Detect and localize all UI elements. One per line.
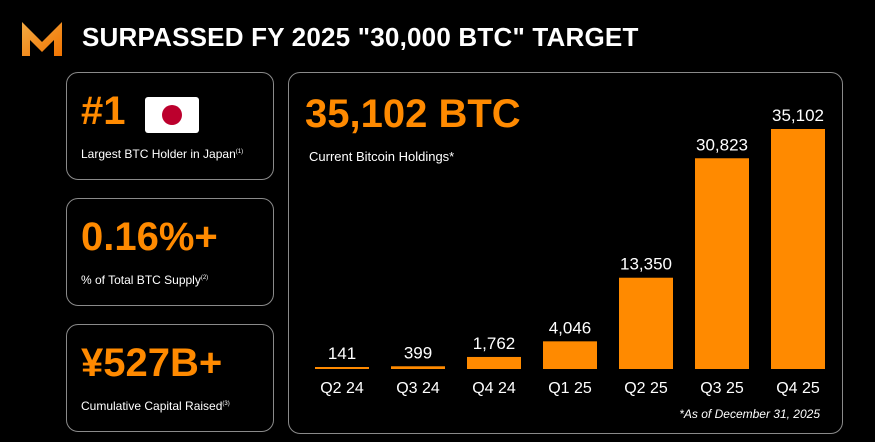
stat-card-capital-raised: ¥527B+ Cumulative Capital Raised(3): [66, 324, 274, 432]
x-tick-label: Q3 24: [396, 380, 440, 397]
holdings-bar-chart: 141 Q2 24 399 Q3 24 1,762 Q4 24 4,046 Q1 25 13,3…: [315, 106, 825, 397]
stat-value: #1: [81, 89, 126, 133]
bar-q2-25: [619, 277, 673, 369]
bar-value-label: 141: [328, 344, 356, 363]
holdings-value: 35,102 BTC: [305, 92, 521, 136]
stat-card-supply-share: 0.16%+ % of Total BTC Supply(2): [66, 198, 274, 306]
bar-q4-24: [467, 356, 521, 369]
holdings-label: Current Bitcoin Holdings*: [309, 149, 455, 164]
x-tick-label: Q4 24: [472, 380, 516, 397]
as-of-note: *As of December 31, 2025: [679, 407, 820, 421]
stat-card-holder-rank: #1 Largest BTC Holder in Japan(1): [66, 72, 274, 180]
bar-q1-25: [543, 341, 597, 369]
holdings-chart-card: 35,102 BTC Current Bitcoin Holdings* 141…: [288, 72, 843, 434]
stat-value: 0.16%+: [81, 215, 218, 259]
bar-q3-25: [695, 158, 749, 369]
metaplanet-logo-icon: [22, 22, 62, 56]
bar-value-label: 399: [404, 343, 432, 362]
x-tick-label: Q4 25: [776, 380, 820, 397]
bar-value-label: 1,762: [473, 334, 516, 353]
stat-label: Cumulative Capital Raised(3): [81, 399, 230, 413]
bar-q2-24: [315, 367, 369, 369]
bar-value-label: 35,102: [772, 106, 824, 125]
x-tick-label: Q3 25: [700, 380, 744, 397]
stat-label: Largest BTC Holder in Japan(1): [81, 147, 244, 161]
japan-flag-icon: [145, 97, 199, 133]
x-tick-label: Q2 24: [320, 380, 364, 397]
x-tick-label: Q1 25: [548, 380, 592, 397]
bar-value-label: 4,046: [549, 318, 592, 337]
x-tick-label: Q2 25: [624, 380, 668, 397]
bar-value-label: 13,350: [620, 255, 672, 274]
stat-label: % of Total BTC Supply(2): [81, 273, 209, 287]
bar-q4-25: [771, 129, 825, 369]
bar-q3-24: [391, 366, 445, 369]
page-title: SURPASSED FY 2025 "30,000 BTC" TARGET: [82, 22, 639, 52]
bar-value-label: 30,823: [696, 135, 748, 154]
stat-value: ¥527B+: [81, 341, 223, 385]
